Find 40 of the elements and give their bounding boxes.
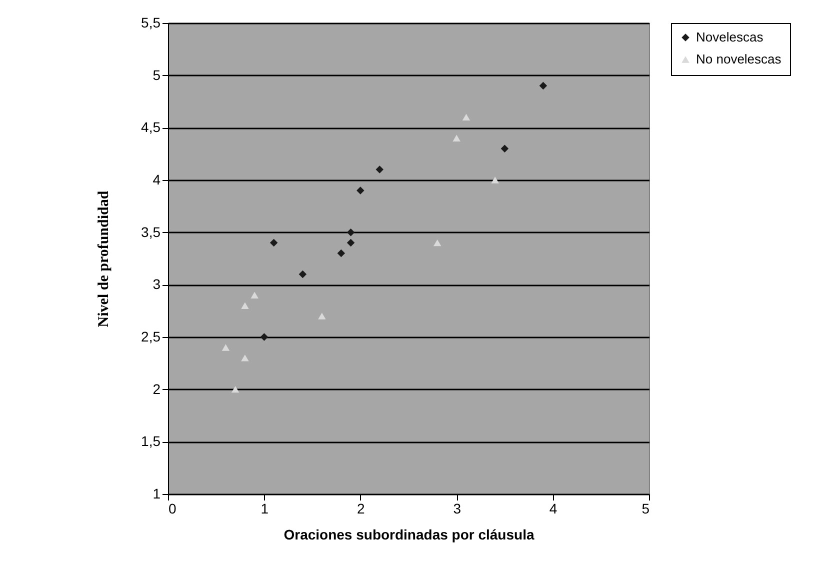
point (270, 238, 278, 247)
y-tick-label: 3,5 (141, 224, 161, 240)
point (250, 292, 258, 298)
y-tick-label: 3 (152, 276, 161, 292)
x-tick-label: 4 (549, 500, 558, 516)
point (337, 249, 346, 258)
point (346, 238, 355, 247)
y-axis-title: Nivel de profundidad (96, 190, 112, 328)
x-tick-label: 2 (357, 500, 365, 516)
point (500, 144, 509, 152)
point (376, 166, 384, 174)
point (241, 302, 249, 309)
point (539, 82, 548, 90)
point (346, 228, 355, 236)
point (241, 354, 249, 362)
legend-label: No novelescas (696, 52, 782, 66)
point (462, 114, 470, 121)
point (260, 333, 268, 341)
y-tick-label: 4,5 (141, 119, 161, 136)
x-tick-label: 3 (453, 500, 462, 516)
x-tick-label: 0 (168, 500, 176, 516)
point (452, 134, 460, 142)
y-tick-label: 5,5 (141, 14, 161, 30)
point (298, 270, 307, 278)
x-tick-label: 1 (260, 500, 269, 516)
legend-label: Novelescas (696, 30, 764, 44)
point (231, 386, 240, 393)
x-axis-title: Oraciones subordinadas por cláusula (284, 526, 534, 542)
y-tick-label: 2,5 (141, 328, 161, 344)
point (356, 186, 364, 194)
y-tick-label: 5 (152, 66, 161, 83)
y-tick-label: 1,5 (141, 433, 161, 450)
y-tick-label: 1 (152, 486, 161, 502)
point (222, 344, 230, 351)
y-tick-label: 2 (152, 380, 161, 397)
y-tick-label: 4 (152, 172, 161, 188)
point (318, 312, 326, 320)
point (433, 239, 442, 246)
point (491, 176, 499, 184)
x-tick-label: 5 (642, 500, 650, 516)
